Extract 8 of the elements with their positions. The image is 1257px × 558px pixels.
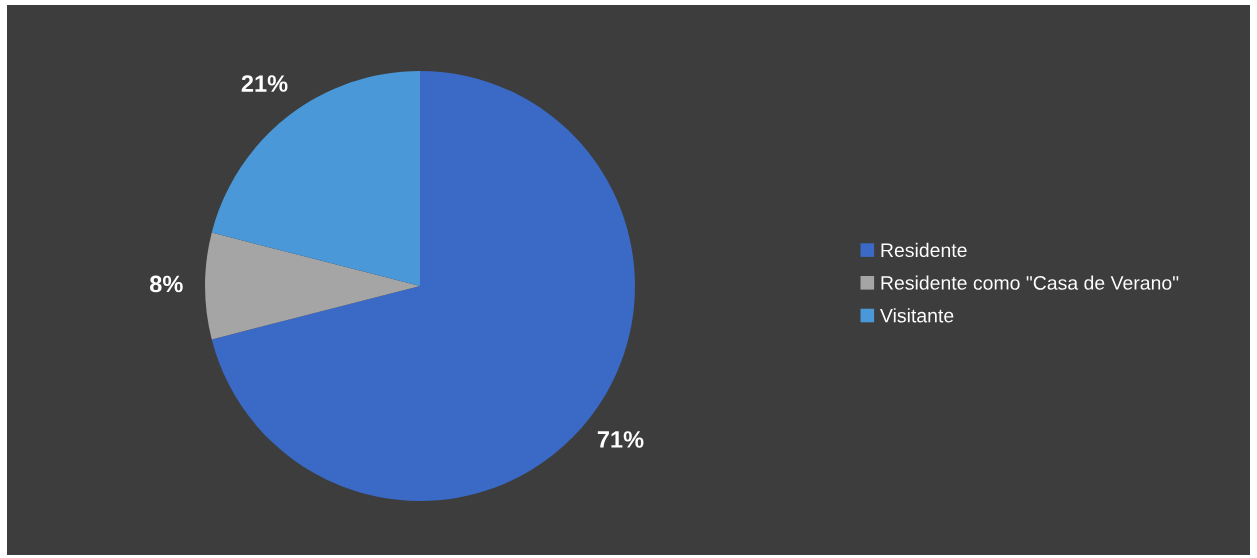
- legend-label: Residente: [881, 242, 967, 258]
- data-label: 21%: [241, 75, 288, 92]
- legend-label: Visitante: [880, 308, 954, 323]
- pie-slice: [211, 71, 420, 286]
- data-label: 71%: [597, 431, 644, 448]
- legend-label: Residente como "Casa de Verano": [881, 275, 1179, 290]
- data-label: 8%: [149, 275, 183, 293]
- pie-slice: [205, 232, 420, 340]
